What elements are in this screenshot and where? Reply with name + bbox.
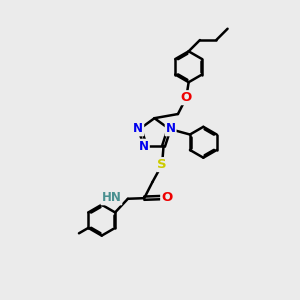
Text: HN: HN [101,191,121,204]
Text: O: O [161,191,172,204]
Text: N: N [139,140,149,153]
Text: O: O [181,91,192,104]
Text: N: N [166,122,176,135]
Text: N: N [133,122,143,135]
Text: S: S [157,158,167,171]
